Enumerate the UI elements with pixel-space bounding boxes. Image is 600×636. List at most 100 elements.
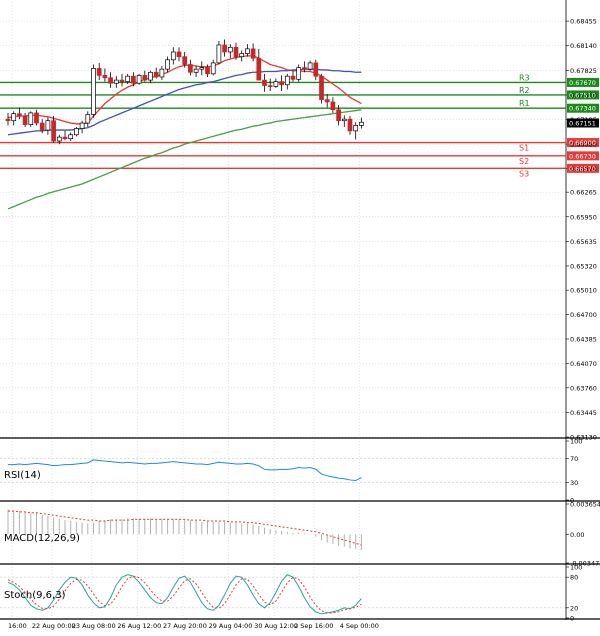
panel-frames: [0, 0, 600, 620]
candle: [176, 47, 182, 62]
candle-body: [353, 125, 359, 132]
y-tick-label: 0.66570: [570, 165, 597, 173]
candle-body: [125, 75, 131, 83]
macd-tick-label: 0.003654: [570, 501, 600, 509]
candle: [119, 73, 125, 87]
candle-body: [245, 48, 250, 54]
pivot-price-tag-s2: [567, 151, 599, 161]
y-tick-label: 0.67510: [570, 91, 597, 99]
candle-body: [119, 79, 125, 83]
candle-body: [45, 120, 51, 131]
pivot-price-text-r1: 0.67340: [569, 105, 596, 113]
candle-body: [239, 53, 245, 58]
candle: [45, 117, 51, 135]
candle: [347, 116, 353, 135]
candle: [302, 61, 307, 73]
candle: [336, 105, 341, 126]
candle: [262, 73, 267, 92]
candle: [74, 126, 79, 137]
y-tick-label: 0.65950: [570, 213, 597, 221]
candle-body: [193, 68, 199, 73]
pivot-price-tag-r1: [567, 103, 599, 113]
candle: [148, 70, 153, 84]
candle: [34, 109, 39, 126]
candle: [267, 78, 273, 92]
candle: [222, 39, 227, 57]
y-tick-label: 0.66265: [570, 189, 597, 197]
candle: [68, 132, 74, 142]
candle: [79, 120, 85, 134]
candle-body: [227, 46, 233, 53]
candle-body: [290, 75, 296, 80]
candle-body: [262, 79, 267, 86]
pivot-price-text-r2: 0.67510: [569, 91, 596, 99]
pivot-price-text-s2: 0.66730: [569, 152, 596, 160]
candle-body: [336, 109, 341, 122]
candle-body: [11, 113, 17, 122]
candle: [102, 68, 108, 82]
candle-body: [5, 118, 11, 122]
candle: [113, 76, 119, 88]
candle: [142, 70, 148, 82]
candle: [296, 64, 302, 82]
stoch-tick-label: 0: [570, 615, 574, 623]
candle-body: [131, 75, 136, 84]
candle-body: [102, 75, 108, 79]
candle: [353, 122, 359, 140]
ma-line-mid: [7, 68, 362, 136]
candle-body: [39, 122, 45, 131]
candle: [131, 72, 136, 87]
candle: [193, 66, 199, 77]
ma-line-slow: [7, 109, 362, 210]
rsi-tick-label: 0: [570, 497, 574, 505]
x-tick-label: 22 Aug 00:00: [32, 622, 76, 630]
candle-body: [267, 85, 273, 87]
candle-body: [347, 118, 353, 132]
y-tick-label: 0.63130: [570, 434, 597, 442]
candle: [108, 72, 113, 88]
candle-body: [324, 99, 330, 103]
pivot-levels: [0, 77, 599, 173]
candle-body: [256, 57, 262, 81]
y-tick-label: 0.63760: [570, 384, 597, 392]
candle: [284, 73, 290, 90]
candle-body: [330, 101, 336, 111]
candle: [233, 42, 239, 60]
rsi-tick-label: 70: [570, 455, 578, 463]
candle: [91, 64, 96, 118]
candle: [250, 43, 256, 62]
candle: [324, 94, 330, 108]
candle: [279, 75, 284, 92]
moving-averages: [7, 55, 362, 210]
candle-body: [91, 68, 96, 115]
candle-body: [222, 44, 227, 53]
candle: [165, 56, 170, 73]
candle-body: [279, 81, 284, 86]
x-tick-label: 29 Aug 04:00: [209, 622, 253, 630]
rsi-tick-label: 30: [570, 479, 578, 487]
candle: [11, 111, 17, 126]
candle: [256, 48, 262, 81]
y-tick-label: 0.67195: [570, 116, 597, 124]
candle: [245, 44, 250, 57]
candle-body: [165, 59, 170, 70]
candle-body: [79, 122, 85, 129]
candle-body: [136, 75, 142, 84]
candle-body: [199, 67, 205, 70]
x-tick-label: 27 Aug 20:00: [163, 622, 207, 630]
candle: [62, 130, 68, 141]
current-price-tag: [567, 118, 599, 128]
candle-body: [188, 64, 193, 73]
pivot-price-tag-s3: [567, 163, 599, 173]
candle-body: [148, 71, 153, 81]
x-tick-label: 16:00: [8, 622, 27, 630]
stoch-tick-label: 80: [570, 574, 578, 582]
macd-tick-label: 0.00: [570, 531, 584, 539]
stoch-tick-label: 100: [570, 564, 582, 572]
candle-body: [113, 79, 119, 84]
candle-body: [176, 51, 182, 58]
candle-body: [17, 113, 22, 117]
candle-body: [34, 112, 39, 124]
candle: [170, 47, 176, 65]
